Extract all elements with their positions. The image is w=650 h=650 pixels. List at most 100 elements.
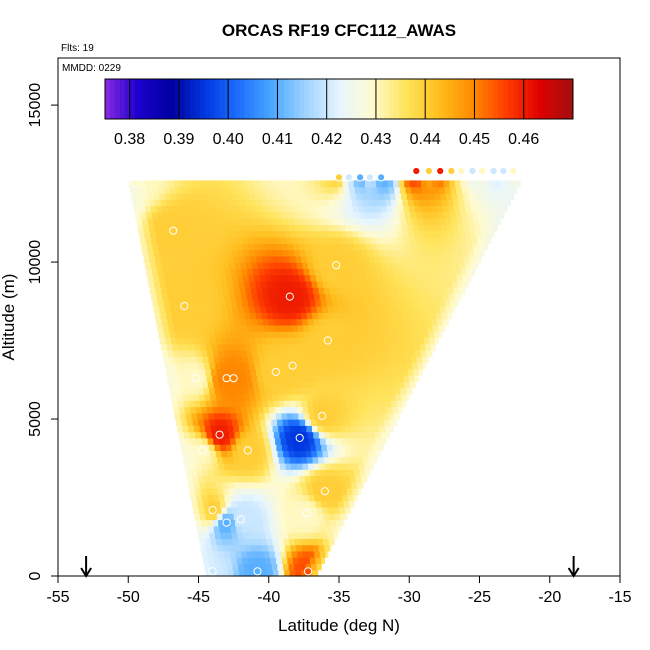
heatmap-cell	[325, 550, 329, 558]
heatmap-cell	[273, 544, 280, 552]
heatmap-cell	[241, 180, 248, 188]
heatmap-cell	[215, 362, 222, 370]
heatmap-cell	[484, 218, 491, 225]
heatmap-cell	[194, 513, 201, 521]
data-point	[377, 173, 386, 182]
heatmap-cell	[175, 218, 182, 225]
heatmap-cell	[145, 236, 152, 244]
heatmap-cell	[217, 287, 224, 295]
heatmap-cell	[316, 362, 323, 370]
heatmap-cell	[374, 255, 381, 263]
heatmap-cell	[371, 299, 378, 307]
heatmap-cell	[303, 494, 310, 502]
heatmap-cell	[317, 425, 324, 433]
heatmap-cell	[396, 199, 403, 207]
heatmap-cell	[361, 192, 368, 200]
heatmap-cell	[161, 205, 169, 213]
heatmap-cell	[372, 331, 379, 339]
heatmap-cell	[395, 306, 402, 313]
heatmap-cell	[306, 513, 314, 521]
data-point	[412, 166, 421, 176]
heatmap-cell	[322, 450, 329, 458]
heatmap-cell	[355, 444, 362, 452]
heatmap-cell	[251, 544, 258, 552]
heatmap-cell	[192, 274, 199, 282]
heatmap-cell	[305, 475, 312, 483]
heatmap-cell	[273, 513, 280, 521]
heatmap-cell	[301, 544, 308, 552]
heatmap-cell	[164, 274, 171, 282]
heatmap-cell	[367, 450, 374, 458]
heatmap-cell	[384, 280, 391, 288]
heatmap-cell	[478, 243, 485, 251]
heatmap-cell	[208, 469, 215, 477]
heatmap-cell	[204, 450, 211, 458]
heatmap-cell	[393, 356, 401, 364]
heatmap-cell	[343, 469, 350, 477]
heatmap-cell	[448, 205, 455, 213]
heatmap-cell	[200, 488, 207, 495]
heatmap-cell	[269, 381, 276, 389]
heatmap-cell	[412, 280, 420, 288]
heatmap-cell	[236, 557, 243, 565]
heatmap-cell	[327, 306, 335, 313]
heatmap-cell	[322, 306, 329, 313]
heatmap-cell	[198, 306, 205, 313]
heatmap-cell	[412, 249, 419, 257]
heatmap-cell	[424, 224, 431, 232]
heatmap-cell	[348, 469, 355, 477]
heatmap-cell	[426, 180, 433, 188]
heatmap-cell	[231, 299, 238, 307]
heatmap-cell	[232, 393, 239, 401]
heatmap-cell	[494, 180, 501, 188]
heatmap-cell	[360, 299, 367, 307]
heatmap-cell	[387, 324, 394, 332]
heatmap-cell	[230, 180, 237, 188]
heatmap-cell	[276, 500, 283, 508]
heatmap-cell	[214, 218, 222, 225]
heatmap-cell	[237, 306, 245, 313]
heatmap-cell	[177, 343, 185, 351]
heatmap-cell	[389, 362, 396, 370]
heatmap-cell	[337, 525, 342, 533]
heatmap-cell	[296, 462, 304, 470]
heatmap-cell	[313, 262, 320, 269]
heatmap-cell	[317, 368, 324, 376]
heatmap-cell	[238, 450, 245, 458]
heatmap-cell	[302, 262, 309, 269]
heatmap-cell	[331, 494, 338, 502]
heatmap-cell	[356, 425, 364, 433]
heatmap-cell	[249, 393, 256, 401]
heatmap-cell	[175, 419, 183, 426]
heatmap-cell	[231, 387, 238, 395]
heatmap-cell	[430, 255, 437, 263]
heatmap-cell	[366, 274, 373, 282]
heatmap-cell	[225, 500, 232, 508]
heatmap-cell	[247, 211, 254, 219]
heatmap-cell	[427, 186, 435, 194]
heatmap-cell	[374, 199, 381, 207]
heatmap-cell	[224, 211, 232, 219]
heatmap-cell	[404, 324, 411, 332]
heatmap-cell	[226, 419, 233, 426]
heatmap-cell	[230, 211, 237, 219]
heatmap-cell	[482, 180, 490, 188]
heatmap-cell	[240, 462, 247, 470]
heatmap-cell	[253, 412, 260, 420]
heatmap-cell	[257, 318, 264, 326]
heatmap-cell	[377, 186, 384, 194]
heatmap-cell	[380, 318, 388, 326]
heatmap-cell	[235, 293, 242, 301]
heatmap-cell	[223, 462, 231, 470]
heatmap-cell	[235, 349, 242, 357]
heatmap-cell	[146, 186, 154, 194]
heatmap-cell	[401, 280, 408, 288]
heatmap-cell	[385, 255, 392, 263]
heatmap-cell	[355, 419, 362, 426]
heatmap-cell	[445, 274, 452, 282]
heatmap-cell	[265, 475, 272, 483]
heatmap-cell	[266, 481, 274, 489]
heatmap-cell	[263, 180, 270, 188]
heatmap-cell	[204, 563, 211, 571]
heatmap-cell	[242, 387, 249, 395]
